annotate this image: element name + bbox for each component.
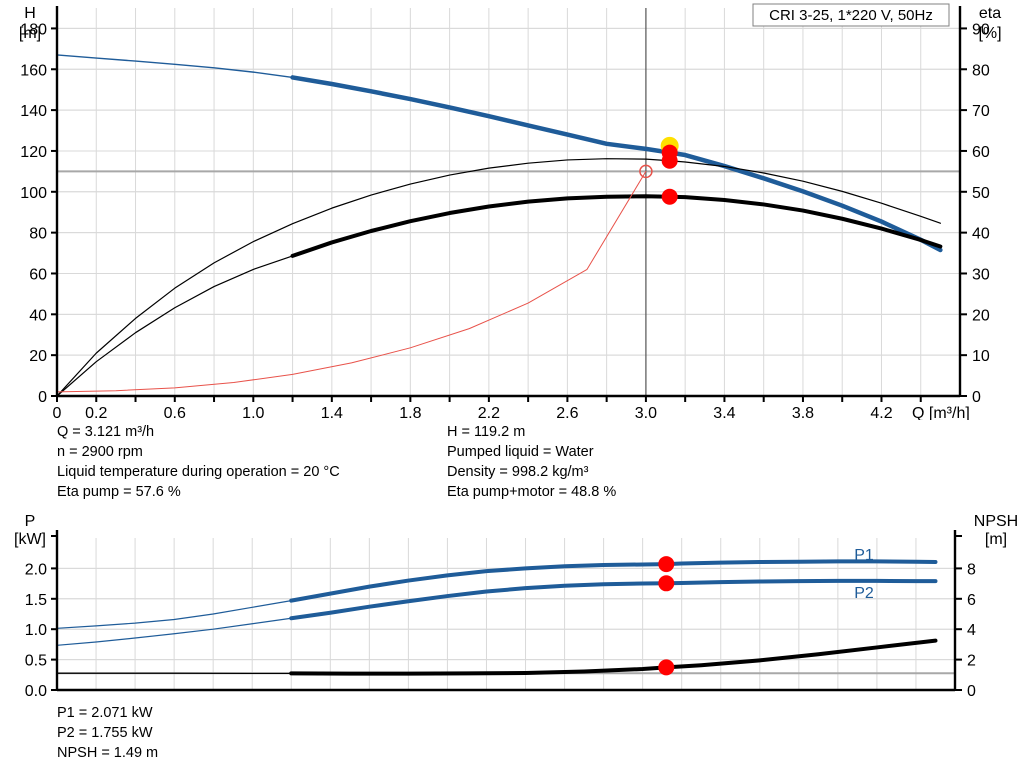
info-line-speed: n = 2900 rpm: [57, 444, 143, 460]
xtick-label: 1.0: [242, 405, 264, 420]
curve-thick-eta-pump-motor-thick-black-: [290, 194, 943, 258]
info-line-p1: P1 = 2.071 kW: [57, 705, 153, 721]
xtick-label: 3.8: [792, 405, 814, 420]
curve-label-p2: P2: [854, 585, 874, 602]
info-line-density: Density = 998.2 kg/m³: [447, 464, 589, 480]
ytick-label-right: 90: [972, 21, 990, 38]
curve-thick-h-head-curve: [290, 75, 943, 253]
duty-point-p2: [658, 575, 675, 592]
ytick-label-left: 80: [29, 226, 47, 243]
axis-unit-npsh: [m]: [985, 531, 1007, 548]
ytick-label-right: 50: [972, 185, 990, 202]
ytick-label-right: 10: [972, 348, 990, 365]
ytick-label-right: 60: [972, 144, 990, 161]
ytick-label-left: 1.0: [25, 622, 47, 639]
ytick-label-left: 2.0: [25, 561, 47, 578]
ytick-label-left: 1.5: [25, 592, 47, 609]
xtick-label: 2.2: [478, 405, 500, 420]
xtick-label: 4.2: [870, 405, 892, 420]
curve-thick-p2: [289, 578, 938, 621]
curve-h-head-curve: [56, 54, 942, 251]
ytick-label-left: 100: [20, 185, 47, 202]
xtick-label: 0.2: [85, 405, 107, 420]
ytick-label-right: 0: [967, 683, 976, 700]
ytick-label-right: 20: [972, 307, 990, 324]
ytick-label-left: 160: [20, 62, 47, 79]
curve-npsh-overlay-red-thin-: [56, 170, 647, 393]
ytick-label-left: 140: [20, 103, 47, 120]
ytick-label-right: 80: [972, 62, 990, 79]
duty-point-npsh: [658, 659, 675, 676]
axis-title-q: Q [m³/h]: [912, 405, 970, 420]
power-npsh-plot: 0.0 0.5 1.0 1.5 2.0 0 2 4 6 8 P[kW] NPSH[m] P1 P2: [14, 513, 1018, 700]
ytick-label-left: 0: [38, 389, 47, 406]
info-line-pumped-liquid: Pumped liquid = Water: [447, 444, 594, 460]
ytick-label-left: 0.0: [25, 683, 47, 700]
ytick-label-left: 20: [29, 348, 47, 365]
curve-eta-pump-motor-thick-black-: [56, 195, 941, 397]
ytick-label-right: 40: [972, 226, 990, 243]
info-line-liquid-temperature: Liquid temperature during operation = 20…: [57, 464, 340, 480]
ytick-label-right: 6: [967, 592, 976, 609]
operating-point-info-top: Q = 3.121 m³/h n = 2900 rpm Liquid tempe…: [0, 422, 1024, 508]
ytick-label-right: 2: [967, 653, 976, 670]
xtick-label: 0.6: [164, 405, 186, 420]
info-column-right: H = 119.2 m Pumped liquid = Water Densit…: [447, 422, 616, 502]
ytick-label-right: 0: [972, 389, 981, 406]
ytick-label-left: 40: [29, 307, 47, 324]
model-title-label: CRI 3-25, 1*220 V, 50Hz: [769, 7, 933, 24]
axis-title-h: H: [24, 5, 36, 22]
duty-point-p1: [658, 556, 675, 573]
ytick-label-left: 0.5: [25, 653, 47, 670]
info-line-p2: P2 = 1.755 kW: [57, 725, 153, 741]
duty-point-eta-pump: [661, 152, 678, 169]
xtick-label: 2.6: [556, 405, 578, 420]
axis-unit-eta: [%]: [978, 25, 1001, 42]
axis-unit-p: [kW]: [14, 531, 46, 548]
ytick-label-right: 30: [972, 266, 990, 283]
xtick-label: 1.4: [321, 405, 343, 420]
ytick-label-left: 60: [29, 266, 47, 283]
ytick-label-left: 120: [20, 144, 47, 161]
ytick-label-right: 4: [967, 622, 976, 639]
xtick-label: 0: [53, 405, 62, 420]
info-column-left: Q = 3.121 m³/h n = 2900 rpm Liquid tempe…: [57, 422, 340, 502]
model-title-box: [752, 3, 950, 27]
ytick-label-right: 8: [967, 561, 976, 578]
operating-point-info-bottom: P1 = 2.071 kW P2 = 1.755 kW NPSH = 1.49 …: [57, 703, 158, 763]
curve-eta-pump-thin-black-: [56, 158, 941, 397]
info-line-eta-pump-motor: Eta pump+motor = 48.8 %: [447, 484, 617, 500]
head-eta-plot: 0 20 40 60 80 100 120 140 160 180 0 10 20 30 40 50 60 70 8…: [19, 3, 1002, 420]
curve-label-p1: P1: [854, 547, 874, 564]
xtick-label: 1.8: [399, 405, 421, 420]
curve-thick-npsh: [289, 638, 938, 676]
power-npsh-chart: 0.0 0.5 1.0 1.5 2.0 0 2 4 6 8 P [kW] NPSH [m] P1 P2: [0, 512, 1024, 702]
info-line-flow: Q = 3.121 m³/h: [57, 424, 155, 440]
info-line-npsh: NPSH = 1.49 m: [57, 745, 159, 761]
duty-point-eta-pump-motor: [661, 188, 678, 205]
info-line-head: H = 119.2 m: [447, 424, 526, 440]
ytick-label-right: 70: [972, 103, 990, 120]
curve-thick-p1: [289, 559, 938, 603]
head-eta-chart: 0 20 40 60 80 100 120 140 160 180 0 10 20 30 40 50 60 70 8…: [19, 3, 1002, 420]
xtick-label: 3.0: [635, 405, 657, 420]
axis-title-eta: eta: [979, 5, 1001, 22]
axis-title-p: P: [25, 513, 36, 530]
info-line-eta-pump: Eta pump = 57.6 %: [57, 484, 181, 500]
ytick-label-left: 180: [20, 21, 47, 38]
xtick-label: 3.4: [713, 405, 735, 420]
axis-unit-h: [m]: [19, 25, 41, 42]
duty-point-npsh-open: [639, 164, 653, 179]
axis-title-npsh: NPSH: [974, 513, 1018, 530]
